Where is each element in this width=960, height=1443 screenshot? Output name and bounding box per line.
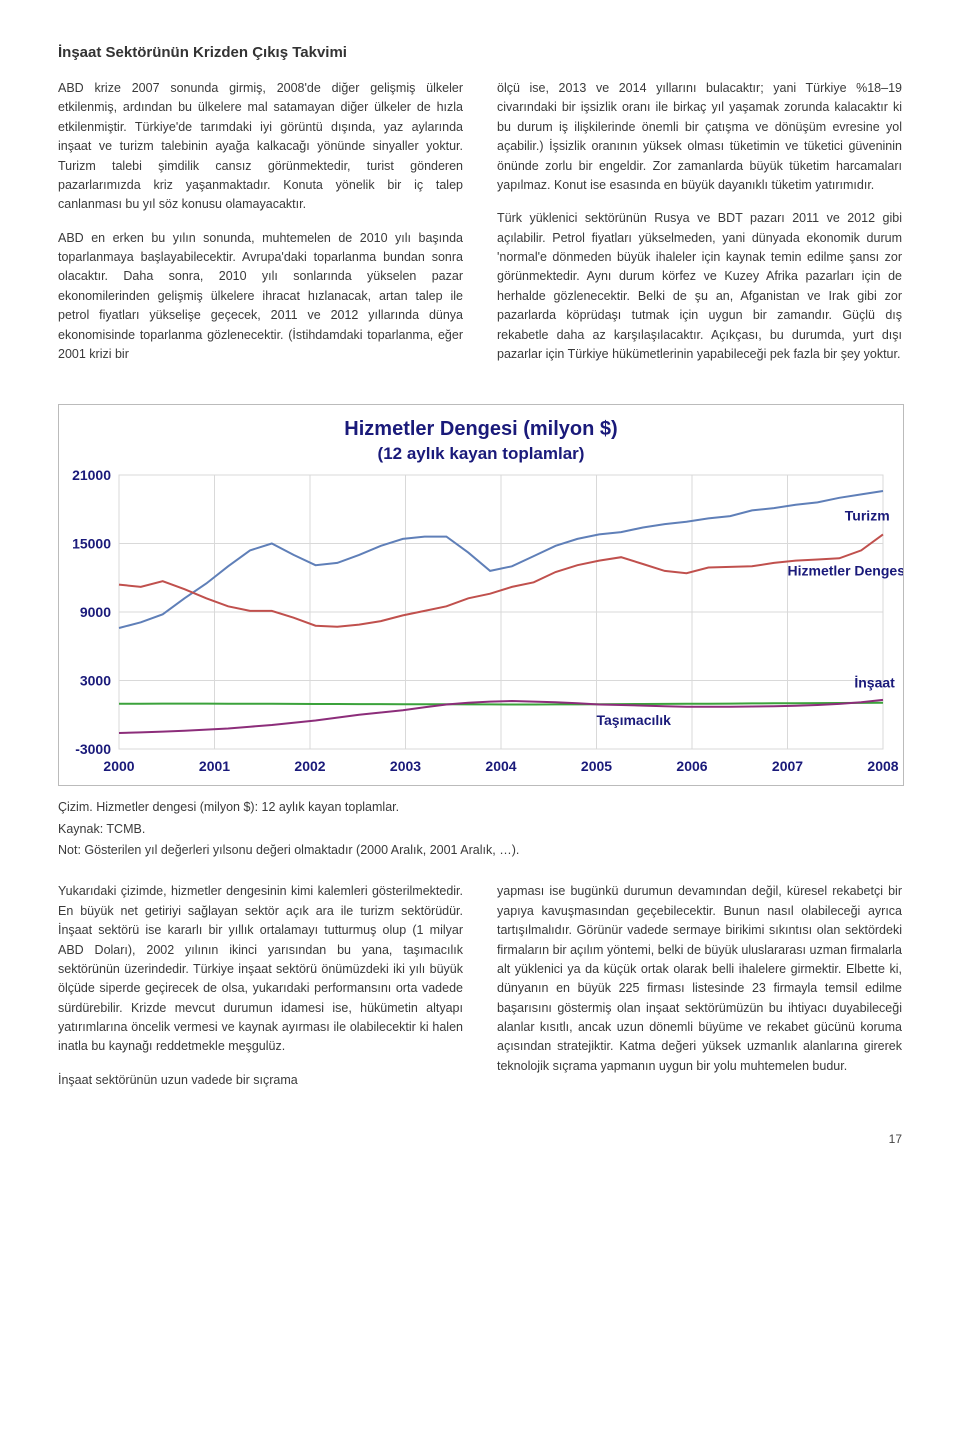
x-tick: 2000 [103,758,134,774]
caption-line2: Kaynak: TCMB. [58,820,902,839]
x-tick: 2008 [867,758,898,774]
bottom-left-p1: Yukarıdaki çizimde, hizmetler dengesinin… [58,882,463,1056]
top-left-column: ABD krize 2007 sonunda girmiş, 2008'de d… [58,79,463,378]
page-number: 17 [58,1132,902,1146]
chart-caption: Çizim. Hizmetler dengesi (milyon $): 12 … [58,798,902,860]
x-tick: 2004 [485,758,516,774]
top-right-p2: Türk yüklenici sektörünün Rusya ve BDT p… [497,209,902,364]
top-left-p1: ABD krize 2007 sonunda girmiş, 2008'de d… [58,79,463,215]
x-tick: 2001 [199,758,230,774]
y-tick: 3000 [80,673,111,689]
section-title: İnşaat Sektörünün Krizden Çıkış Takvimi [58,44,902,61]
top-right-p1: ölçü ise, 2013 ve 2014 yıllarını bulacak… [497,79,902,195]
y-tick: 9000 [80,604,111,620]
chart-title: Hizmetler Dengesi (milyon $) [344,418,617,440]
y-tick: 15000 [72,536,111,552]
bottom-columns: Yukarıdaki çizimde, hizmetler dengesinin… [58,882,902,1104]
y-tick: 21000 [72,467,111,483]
x-tick: 2002 [294,758,325,774]
series-label-İnşaat: İnşaat [854,675,895,691]
top-left-p2: ABD en erken bu yılın sonunda, muhtemele… [58,229,463,365]
chart-container: Hizmetler Dengesi (milyon $) (12 aylık ka… [58,404,902,786]
caption-line3: Not: Gösterilen yıl değerleri yılsonu de… [58,841,902,860]
chart-subtitle: (12 aylık kayan toplamlar) [378,444,585,463]
x-tick: 2006 [676,758,707,774]
bottom-right-column: yapması ise bugünkü durumun devamından d… [497,882,902,1104]
top-right-column: ölçü ise, 2013 ve 2014 yıllarını bulacak… [497,79,902,378]
bottom-left-p2: İnşaat sektörünün uzun vadede bir sıçram… [58,1071,463,1090]
caption-line1: Çizim. Hizmetler dengesi (milyon $): 12 … [58,798,902,817]
line-chart: Hizmetler Dengesi (milyon $) (12 aylık ka… [58,404,904,786]
y-tick: -3000 [75,741,111,757]
top-columns: ABD krize 2007 sonunda girmiş, 2008'de d… [58,79,902,378]
series-label-Turizm: Turizm [845,508,890,524]
series-label-Taşımacılık: Taşımacılık [597,712,672,728]
series-label-Hizmetler Dengesi: Hizmetler Dengesi [788,563,905,579]
x-tick: 2003 [390,758,421,774]
bottom-left-column: Yukarıdaki çizimde, hizmetler dengesinin… [58,882,463,1104]
x-tick: 2007 [772,758,803,774]
x-tick: 2005 [581,758,612,774]
bottom-right-p1: yapması ise bugünkü durumun devamından d… [497,882,902,1076]
